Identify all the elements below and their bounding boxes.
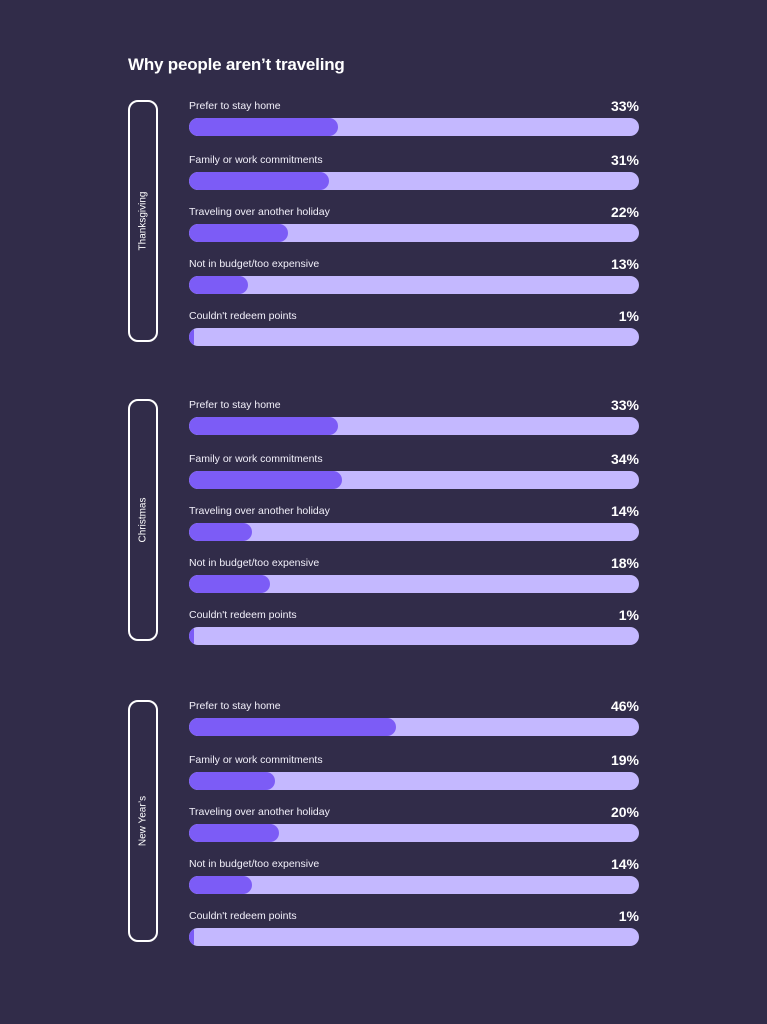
data-label: 19% xyxy=(610,752,639,768)
data-label: 20% xyxy=(610,804,639,820)
bar-row: Traveling over another holiday 20% xyxy=(189,804,639,852)
category-label: Family or work commitments xyxy=(189,154,323,166)
bar-row: Not in budget/too expensive 18% xyxy=(189,555,639,603)
category-label: Prefer to stay home xyxy=(189,700,281,712)
bar-track xyxy=(189,928,639,946)
group-label-box: New Year’s xyxy=(128,700,158,942)
data-label: 18% xyxy=(610,555,639,571)
data-label: 13% xyxy=(610,256,639,272)
bar xyxy=(189,172,329,190)
bar xyxy=(189,328,194,346)
bar-track xyxy=(189,575,639,593)
bar-track xyxy=(189,627,639,645)
bar xyxy=(189,523,252,541)
data-label: 14% xyxy=(610,856,639,872)
data-label: 33% xyxy=(610,98,639,114)
group-label: Thanksgiving xyxy=(137,191,149,251)
bar-track xyxy=(189,718,639,736)
bar-row: Family or work commitments 34% xyxy=(189,451,639,499)
bar xyxy=(189,772,275,790)
data-label: 1% xyxy=(618,607,639,623)
bar-track xyxy=(189,328,639,346)
bar-track xyxy=(189,471,639,489)
data-label: 22% xyxy=(610,204,639,220)
bar xyxy=(189,718,396,736)
category-label: Couldn't redeem points xyxy=(189,609,297,621)
data-label: 31% xyxy=(610,152,639,168)
category-label: Family or work commitments xyxy=(189,453,323,465)
category-label: Traveling over another holiday xyxy=(189,806,330,818)
bar-row: Not in budget/too expensive 14% xyxy=(189,856,639,904)
bar-row: Not in budget/too expensive 13% xyxy=(189,256,639,304)
bar-track xyxy=(189,172,639,190)
chart-title: Why people aren’t traveling xyxy=(128,55,345,74)
bar-track xyxy=(189,824,639,842)
bar xyxy=(189,627,194,645)
bar xyxy=(189,471,342,489)
data-label: 14% xyxy=(610,503,639,519)
bar-row: Couldn't redeem points 1% xyxy=(189,908,639,956)
bar-track xyxy=(189,417,639,435)
bar xyxy=(189,118,338,136)
group-label: Christmas xyxy=(137,497,149,543)
bar-track xyxy=(189,276,639,294)
bar-track xyxy=(189,224,639,242)
bar-track xyxy=(189,118,639,136)
bar-row: Family or work commitments 19% xyxy=(189,752,639,800)
bar-row: Couldn't redeem points 1% xyxy=(189,607,639,655)
category-label: Not in budget/too expensive xyxy=(189,258,320,270)
category-label: Not in budget/too expensive xyxy=(189,858,320,870)
bar xyxy=(189,876,252,894)
category-label: Prefer to stay home xyxy=(189,100,281,112)
bar-track xyxy=(189,772,639,790)
bar xyxy=(189,928,194,946)
group-label-box: Christmas xyxy=(128,399,158,641)
bar-row: Prefer to stay home 46% xyxy=(189,698,639,746)
bar xyxy=(189,575,270,593)
bar-row: Traveling over another holiday 22% xyxy=(189,204,639,252)
data-label: 1% xyxy=(618,308,639,324)
category-label: Not in budget/too expensive xyxy=(189,557,320,569)
data-label: 46% xyxy=(610,698,639,714)
bar-row: Prefer to stay home 33% xyxy=(189,397,639,445)
bar xyxy=(189,417,338,435)
data-label: 33% xyxy=(610,397,639,413)
bar-track xyxy=(189,523,639,541)
category-label: Couldn't redeem points xyxy=(189,310,297,322)
data-label: 34% xyxy=(610,451,639,467)
category-label: Traveling over another holiday xyxy=(189,206,330,218)
category-label: Couldn't redeem points xyxy=(189,910,297,922)
bar-track xyxy=(189,876,639,894)
category-label: Prefer to stay home xyxy=(189,399,281,411)
bar xyxy=(189,824,279,842)
bar xyxy=(189,224,288,242)
bar-row: Traveling over another holiday 14% xyxy=(189,503,639,551)
category-label: Traveling over another holiday xyxy=(189,505,330,517)
group-label-box: Thanksgiving xyxy=(128,100,158,342)
category-label: Family or work commitments xyxy=(189,754,323,766)
bar-row: Prefer to stay home 33% xyxy=(189,98,639,146)
bar-row: Family or work commitments 31% xyxy=(189,152,639,200)
data-label: 1% xyxy=(618,908,639,924)
bar xyxy=(189,276,248,294)
bar-row: Couldn't redeem points 1% xyxy=(189,308,639,356)
group-label: New Year’s xyxy=(137,795,149,847)
